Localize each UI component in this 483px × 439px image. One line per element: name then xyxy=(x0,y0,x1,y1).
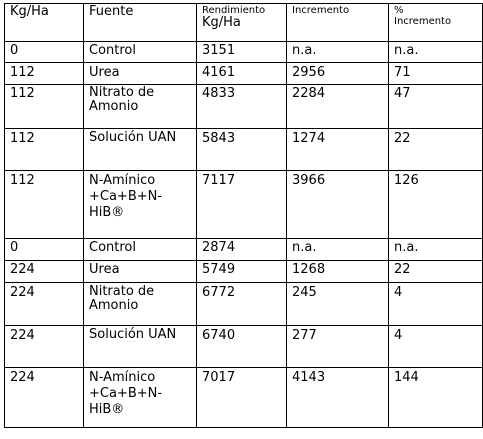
cell-rendimiento: 3151 xyxy=(196,41,287,63)
cell-incremento: 1274 xyxy=(286,128,389,171)
cell-incremento: 245 xyxy=(286,282,389,326)
cell-fuente: N-Amínico +Ca+B+N-HiB® xyxy=(83,170,197,239)
cell-pct: 4 xyxy=(388,325,483,368)
header-kg-ha: Kg/Ha xyxy=(4,3,84,42)
cell-fuente: N-Amínico +Ca+B+N-HiB® xyxy=(83,367,197,428)
cell-incremento: 3966 xyxy=(286,170,389,239)
header-rendimiento: Rendimiento Kg/Ha xyxy=(196,3,287,42)
cell-pct: 22 xyxy=(388,128,483,171)
header-rendimiento-unit: Kg/Ha xyxy=(202,15,241,30)
cell-rendimiento: 6740 xyxy=(196,325,287,368)
cell-incremento: 277 xyxy=(286,325,389,368)
cell-pct: 22 xyxy=(388,260,483,283)
header-row: Kg/Ha Fuente Rendimiento Kg/Ha Increment… xyxy=(4,3,483,42)
header-pct-incremento: % Incremento xyxy=(388,3,483,42)
table-row: 112 Urea 4161 2956 71 xyxy=(4,62,483,85)
cell-pct: 126 xyxy=(388,170,483,239)
cell-pct: 47 xyxy=(388,84,483,129)
cell-rendimiento: 4833 xyxy=(196,84,287,129)
cell-fuente: Solución UAN xyxy=(83,128,197,171)
table-row: 224 Nitrato de Amonio 6772 245 4 xyxy=(4,282,483,326)
cell-fuente: Solución UAN xyxy=(83,325,197,368)
cell-fuente: Nitrato de Amonio xyxy=(83,84,197,129)
cell-fuente: Urea xyxy=(83,62,197,85)
cell-incremento: 2956 xyxy=(286,62,389,85)
cell-fuente: Control xyxy=(83,238,197,261)
table-row: 112 Solución UAN 5843 1274 22 xyxy=(4,128,483,171)
header-rendimiento-label: Rendimiento xyxy=(202,5,266,16)
table-row: 224 N-Amínico +Ca+B+N-HiB® 7017 4143 144 xyxy=(4,367,483,428)
cell-pct: 144 xyxy=(388,367,483,428)
cell-pct: n.a. xyxy=(388,41,483,63)
cell-kg: 112 xyxy=(4,84,84,129)
table-row: 112 Nitrato de Amonio 4833 2284 47 xyxy=(4,84,483,129)
cell-incremento: n.a. xyxy=(286,41,389,63)
table-row: 224 Urea 5749 1268 22 xyxy=(4,260,483,283)
results-table: Kg/Ha Fuente Rendimiento Kg/Ha Increment… xyxy=(4,3,483,428)
cell-rendimiento: 7017 xyxy=(196,367,287,428)
cell-rendimiento: 2874 xyxy=(196,238,287,261)
table-row: 224 Solución UAN 6740 277 4 xyxy=(4,325,483,368)
header-pct-symbol: % xyxy=(394,5,404,16)
cell-kg: 224 xyxy=(4,325,84,368)
cell-incremento: n.a. xyxy=(286,238,389,261)
header-pct-label: Incremento xyxy=(394,16,452,27)
cell-pct: 4 xyxy=(388,282,483,326)
cell-kg: 0 xyxy=(4,238,84,261)
cell-fuente: Urea xyxy=(83,260,197,283)
cell-incremento: 4143 xyxy=(286,367,389,428)
cell-rendimiento: 5843 xyxy=(196,128,287,171)
cell-kg: 0 xyxy=(4,41,84,63)
cell-kg: 112 xyxy=(4,62,84,85)
cell-kg: 112 xyxy=(4,170,84,239)
cell-incremento: 2284 xyxy=(286,84,389,129)
cell-kg: 224 xyxy=(4,260,84,283)
cell-pct: 71 xyxy=(388,62,483,85)
cell-kg: 224 xyxy=(4,367,84,428)
cell-rendimiento: 4161 xyxy=(196,62,287,85)
cell-kg: 112 xyxy=(4,128,84,171)
cell-fuente: Control xyxy=(83,41,197,63)
cell-rendimiento: 6772 xyxy=(196,282,287,326)
cell-incremento: 1268 xyxy=(286,260,389,283)
table-row: 0 Control 2874 n.a. n.a. xyxy=(4,238,483,261)
cell-pct: n.a. xyxy=(388,238,483,261)
cell-rendimiento: 7117 xyxy=(196,170,287,239)
header-incremento: Incremento xyxy=(286,3,389,42)
cell-fuente: Nitrato de Amonio xyxy=(83,282,197,326)
cell-rendimiento: 5749 xyxy=(196,260,287,283)
table-row: 0 Control 3151 n.a. n.a. xyxy=(4,41,483,63)
table-row: 112 N-Amínico +Ca+B+N-HiB® 7117 3966 126 xyxy=(4,170,483,239)
cell-kg: 224 xyxy=(4,282,84,326)
header-fuente: Fuente xyxy=(83,3,197,42)
